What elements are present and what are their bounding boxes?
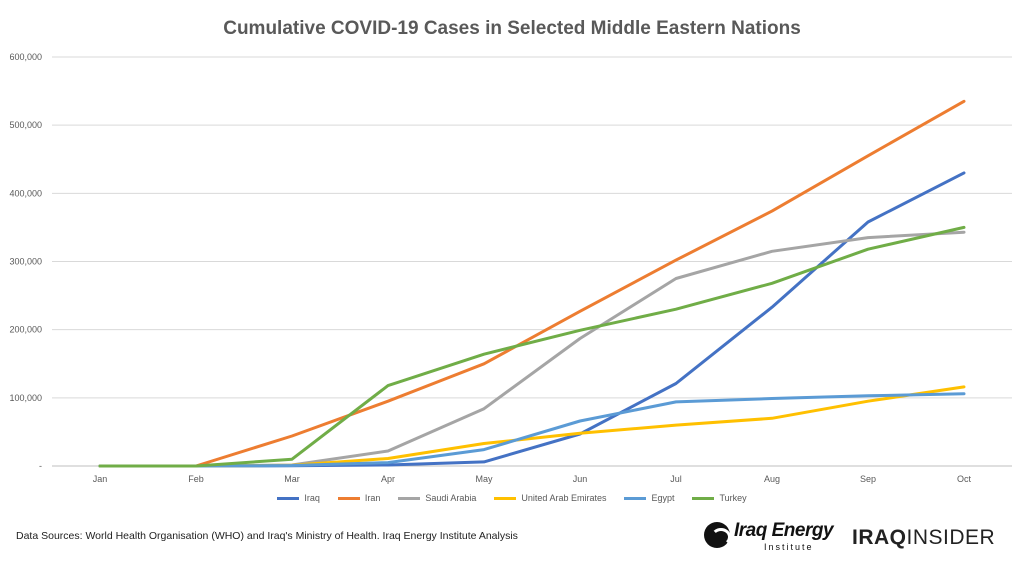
series-line-iran bbox=[98, 99, 966, 468]
data-source-note: Data Sources: World Health Organisation … bbox=[16, 530, 518, 542]
logo-part-iraq: IRAQ bbox=[852, 526, 907, 549]
y-tick-label: - bbox=[39, 461, 42, 471]
legend: Iraq Iran Saudi Arabia United Arab Emirates… bbox=[0, 493, 1024, 503]
series-line-egypt bbox=[98, 392, 966, 468]
y-tick-label: 400,000 bbox=[9, 188, 42, 198]
chart-title: Cumulative COVID-19 Cases in Selected Mi… bbox=[223, 18, 801, 39]
legend-item-united-arab-emirates: United Arab Emirates bbox=[494, 493, 606, 503]
legend-label: Saudi Arabia bbox=[425, 493, 477, 503]
x-tick-label: Sep bbox=[860, 474, 876, 484]
y-tick-label: 200,000 bbox=[9, 325, 42, 335]
legend-item-iran: Iran bbox=[337, 493, 381, 503]
y-tick-label: 600,000 bbox=[9, 52, 42, 62]
legend-item-saudi-arabia: Saudi Arabia bbox=[398, 493, 476, 503]
iraq-energy-institute-logo: Iraq Energy Institute bbox=[704, 520, 836, 554]
legend-label: Iran bbox=[364, 493, 381, 503]
legend-swatch bbox=[277, 496, 300, 500]
x-tick-label: Jul bbox=[670, 474, 682, 484]
legend-item-iraq: Iraq bbox=[277, 493, 320, 503]
legend-item-egypt: Egypt bbox=[624, 493, 674, 503]
logo-name: Iraq Energy bbox=[734, 520, 834, 541]
legend-label: Turkey bbox=[719, 493, 747, 503]
y-tick-label: 300,000 bbox=[9, 257, 42, 267]
x-tick-label: May bbox=[475, 474, 493, 484]
legend-swatch bbox=[398, 496, 421, 500]
y-tick-label: 500,000 bbox=[9, 120, 42, 130]
logo-part-insider: INSIDER bbox=[906, 526, 996, 549]
axis-labels: - 100,000 200,000 300,000 400,000 500,000 600,… bbox=[9, 52, 971, 484]
legend-swatch bbox=[337, 496, 360, 500]
legend-swatch bbox=[624, 496, 647, 500]
logo-subtitle: Institute bbox=[764, 542, 814, 552]
x-tick-label: Jan bbox=[93, 474, 108, 484]
legend-label: Egypt bbox=[651, 493, 675, 503]
legend-swatch bbox=[692, 496, 715, 500]
series-line-iraq bbox=[98, 171, 966, 468]
iraq-insider-logo: IRAQINSIDER bbox=[852, 526, 995, 550]
x-tick-label: Feb bbox=[188, 474, 204, 484]
legend-swatch bbox=[494, 496, 517, 500]
x-tick-label: Mar bbox=[284, 474, 300, 484]
x-tick-label: Oct bbox=[957, 474, 972, 484]
series-line-turkey bbox=[98, 225, 966, 468]
y-tick-label: 100,000 bbox=[9, 393, 42, 403]
legend-label: United Arab Emirates bbox=[521, 493, 607, 503]
x-tick-label: Apr bbox=[381, 474, 395, 484]
iraq-energy-logo-icon bbox=[704, 522, 731, 548]
legend-item-turkey: Turkey bbox=[692, 493, 747, 503]
x-tick-label: Aug bbox=[764, 474, 780, 484]
series-lines bbox=[98, 99, 966, 468]
x-tick-label: Jun bbox=[573, 474, 588, 484]
series-line-saudi-arabia bbox=[98, 230, 966, 468]
legend-label: Iraq bbox=[304, 493, 320, 503]
gridlines bbox=[52, 56, 1012, 467]
